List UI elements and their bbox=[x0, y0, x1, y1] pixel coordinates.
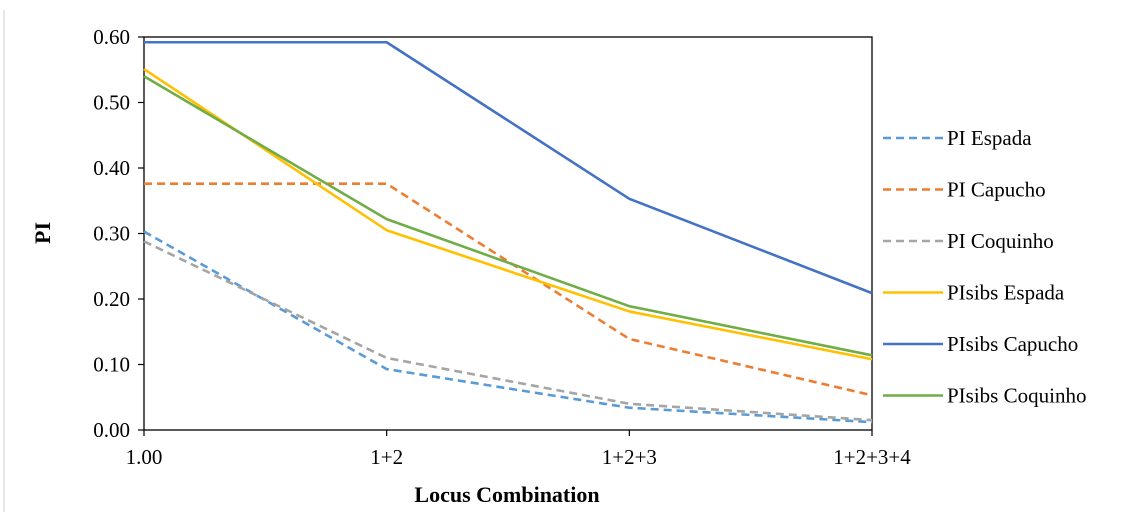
series-line-pisibs-capucho bbox=[144, 40, 873, 295]
y-tick-label: 0.40 bbox=[93, 156, 130, 180]
y-tick-label: 0.20 bbox=[93, 287, 130, 311]
series-line-pi-espada bbox=[143, 230, 873, 424]
y-axis-ticks: 0.00 0.10 0.20 0.30 0.40 0.50 0.60 bbox=[93, 25, 144, 442]
series-line-pi-coquinho bbox=[143, 240, 873, 422]
y-tick-label: 0.30 bbox=[93, 222, 130, 246]
y-tick-label: 0.00 bbox=[93, 418, 130, 442]
legend-label: PIsibs Espada bbox=[947, 281, 1065, 305]
legend-label: PIsibs Capucho bbox=[947, 332, 1078, 356]
x-axis-title: Locus Combination bbox=[414, 482, 599, 507]
x-tick-label: 1.00 bbox=[126, 445, 163, 469]
series-layer bbox=[143, 40, 873, 424]
series-line-pisibs-coquinho bbox=[143, 75, 873, 357]
x-axis-ticks: 1.00 1+2 1+2+3 1+2+3+4 bbox=[126, 430, 911, 469]
y-axis-title: PI bbox=[30, 222, 55, 244]
series-line-pisibs-espada bbox=[143, 68, 873, 361]
legend-label: PI Capucho bbox=[947, 178, 1046, 202]
x-tick-label: 1+2+3+4 bbox=[833, 445, 911, 469]
y-tick-label: 0.10 bbox=[93, 353, 130, 377]
x-tick-label: 1+2+3 bbox=[602, 445, 657, 469]
legend-label: PI Espada bbox=[947, 126, 1032, 150]
x-tick-label: 1+2 bbox=[370, 445, 403, 469]
legend-label: PI Coquinho bbox=[947, 229, 1054, 253]
series-line-pi-capucho bbox=[144, 182, 873, 397]
y-tick-label: 0.60 bbox=[93, 25, 130, 49]
legend-label: PIsibs Coquinho bbox=[947, 384, 1086, 408]
y-tick-label: 0.50 bbox=[93, 91, 130, 115]
legend: PI Espada PI Capucho PI Coquinho PIsibs Esp… bbox=[883, 126, 1086, 408]
